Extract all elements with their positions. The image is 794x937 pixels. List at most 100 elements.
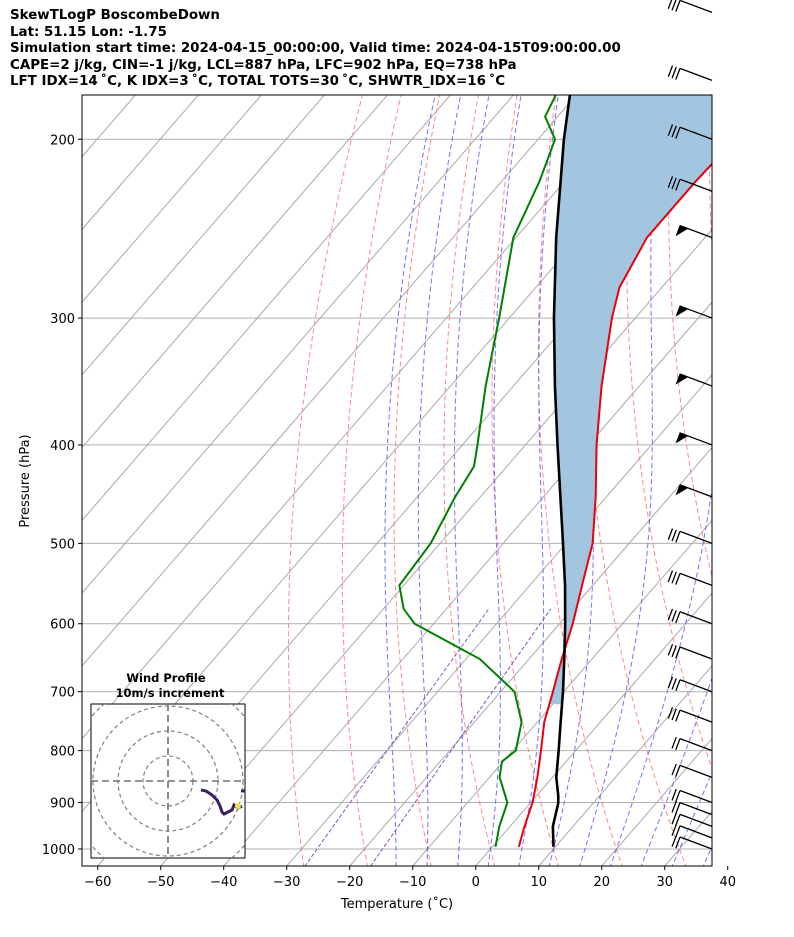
wind-barb-flag: [667, 608, 674, 621]
wind-barb-pennant: [675, 305, 689, 317]
x-tick-label: −10: [399, 875, 426, 890]
y-tick-label: 1000: [42, 843, 75, 858]
dry-adiabat: [341, 95, 402, 866]
parcel-line: [551, 95, 572, 847]
y-tick-label: 900: [50, 797, 75, 812]
wind-barb: [675, 225, 713, 239]
x-axis-label: Temperature (˚C): [340, 896, 453, 912]
chart-title: SkewTLogP BoscombeDown: [10, 8, 220, 23]
wind-barb-flag: [667, 528, 674, 540]
temperature-line: [517, 162, 712, 848]
isotherm-line: [412, 519, 712, 866]
dry-adiabat: [787, 0, 794, 891]
wind-barb-staff: [679, 126, 713, 140]
y-tick-label: 200: [50, 133, 75, 148]
wind-barb-staff: [679, 789, 713, 804]
wind-barb: [671, 812, 713, 827]
wind-barb: [667, 608, 713, 625]
time-info: Simulation start time: 2024-04-15_00:00:…: [10, 41, 621, 57]
wind-barb-staff: [679, 611, 713, 625]
wind-barb: [675, 373, 713, 387]
wind-barb-staff: [679, 836, 713, 850]
dewpoint-line: [398, 95, 557, 847]
wind-barb-flag: [675, 573, 681, 585]
wind-barb: [671, 736, 713, 752]
isotherm-line: [82, 95, 578, 667]
isotherm-line: [82, 95, 452, 522]
wind-barb-staff: [679, 825, 713, 839]
cape-area: [549, 95, 712, 705]
index-info: LFT IDX=14 ˚C, K IDX=3 ˚C, TOTAL TOTS=30…: [10, 74, 506, 90]
wind-barb: [667, 124, 713, 140]
wind-barb-flag: [675, 738, 681, 751]
isotherm-line: [223, 301, 712, 866]
wind-barb-flag: [667, 65, 674, 78]
wind-barb-flag: [671, 824, 677, 836]
isotherm-line: [160, 228, 712, 866]
wind-barb-flag: [671, 529, 677, 542]
wind-barb: [667, 570, 713, 586]
wind-barb-flag: [675, 836, 681, 849]
wind-barb-flag: [671, 0, 677, 11]
isotherm-line: [82, 95, 389, 449]
isotherm-line: [706, 0, 794, 891]
wind-barb-flag: [675, 765, 681, 777]
mixing-ratio-line: [304, 608, 490, 866]
wind-barb-flag: [671, 812, 677, 825]
wind-barb: [675, 432, 713, 446]
dry-adiabat: [582, 95, 687, 866]
wind-barb-flag: [675, 679, 681, 692]
wind-barb: [671, 763, 713, 778]
wind-barb-flag: [667, 707, 674, 719]
wind-barb-flag: [667, 176, 674, 188]
wind-barb: [667, 0, 713, 14]
wind-barb-staff: [679, 530, 713, 544]
x-tick-label: 20: [593, 875, 610, 890]
wind-barb: [671, 800, 713, 816]
wind-barb-flag: [675, 531, 681, 543]
y-tick-label: 300: [50, 312, 75, 327]
dry-adiabat: [287, 95, 363, 866]
wind-barb-flag: [675, 790, 681, 803]
wind-barb-flag: [671, 610, 677, 622]
wind-barb-flag: [671, 66, 677, 79]
x-tick-label: −40: [210, 875, 237, 890]
wind-barb-flag: [667, 676, 674, 689]
wind-barb-staff: [679, 813, 713, 827]
wind-barb: [671, 788, 713, 804]
wind-barb: [667, 176, 713, 192]
wind-barb-staff: [679, 802, 713, 816]
wind-barb-flag: [671, 835, 677, 848]
wind-barb-staff: [679, 67, 713, 81]
wind-barb-flag: [675, 178, 681, 191]
wind-barb-flag: [675, 709, 681, 722]
wind-barb-flag: [671, 125, 677, 138]
wind-barb-staff: [679, 646, 713, 660]
wind-barb-flag: [671, 571, 677, 584]
x-tick-label: −60: [84, 875, 111, 890]
moist-adiabat: [417, 95, 462, 866]
wind-barb: [671, 835, 713, 850]
isotherm-line: [349, 446, 712, 866]
wind-barb: [667, 65, 713, 81]
wind-barb: [671, 824, 713, 839]
wind-barb-flag: [671, 177, 677, 190]
wind-barb-staff: [679, 572, 713, 586]
location-info: Lat: 51.15 Lon: -1.75: [10, 24, 167, 40]
x-tick-label: −30: [273, 875, 300, 890]
hodograph-subtitle: 10m/s increment: [116, 686, 225, 700]
y-tick-label: 700: [50, 686, 75, 701]
isotherm-line: [538, 665, 712, 866]
isotherm-line: [82, 95, 263, 303]
wind-barb-flag: [667, 124, 674, 136]
hodograph-trace: [200, 788, 243, 816]
wind-barb-staff: [679, 178, 713, 192]
wind-barb-pennant: [675, 432, 689, 444]
dry-adiabat: [708, 95, 712, 257]
moist-adiabat: [722, 0, 794, 891]
wind-barb-flag: [675, 814, 681, 826]
wind-barb-flag: [671, 800, 677, 813]
x-tick-label: −50: [147, 875, 174, 890]
hodograph-title: Wind Profile: [126, 671, 206, 685]
wind-barb-flag: [667, 643, 674, 656]
